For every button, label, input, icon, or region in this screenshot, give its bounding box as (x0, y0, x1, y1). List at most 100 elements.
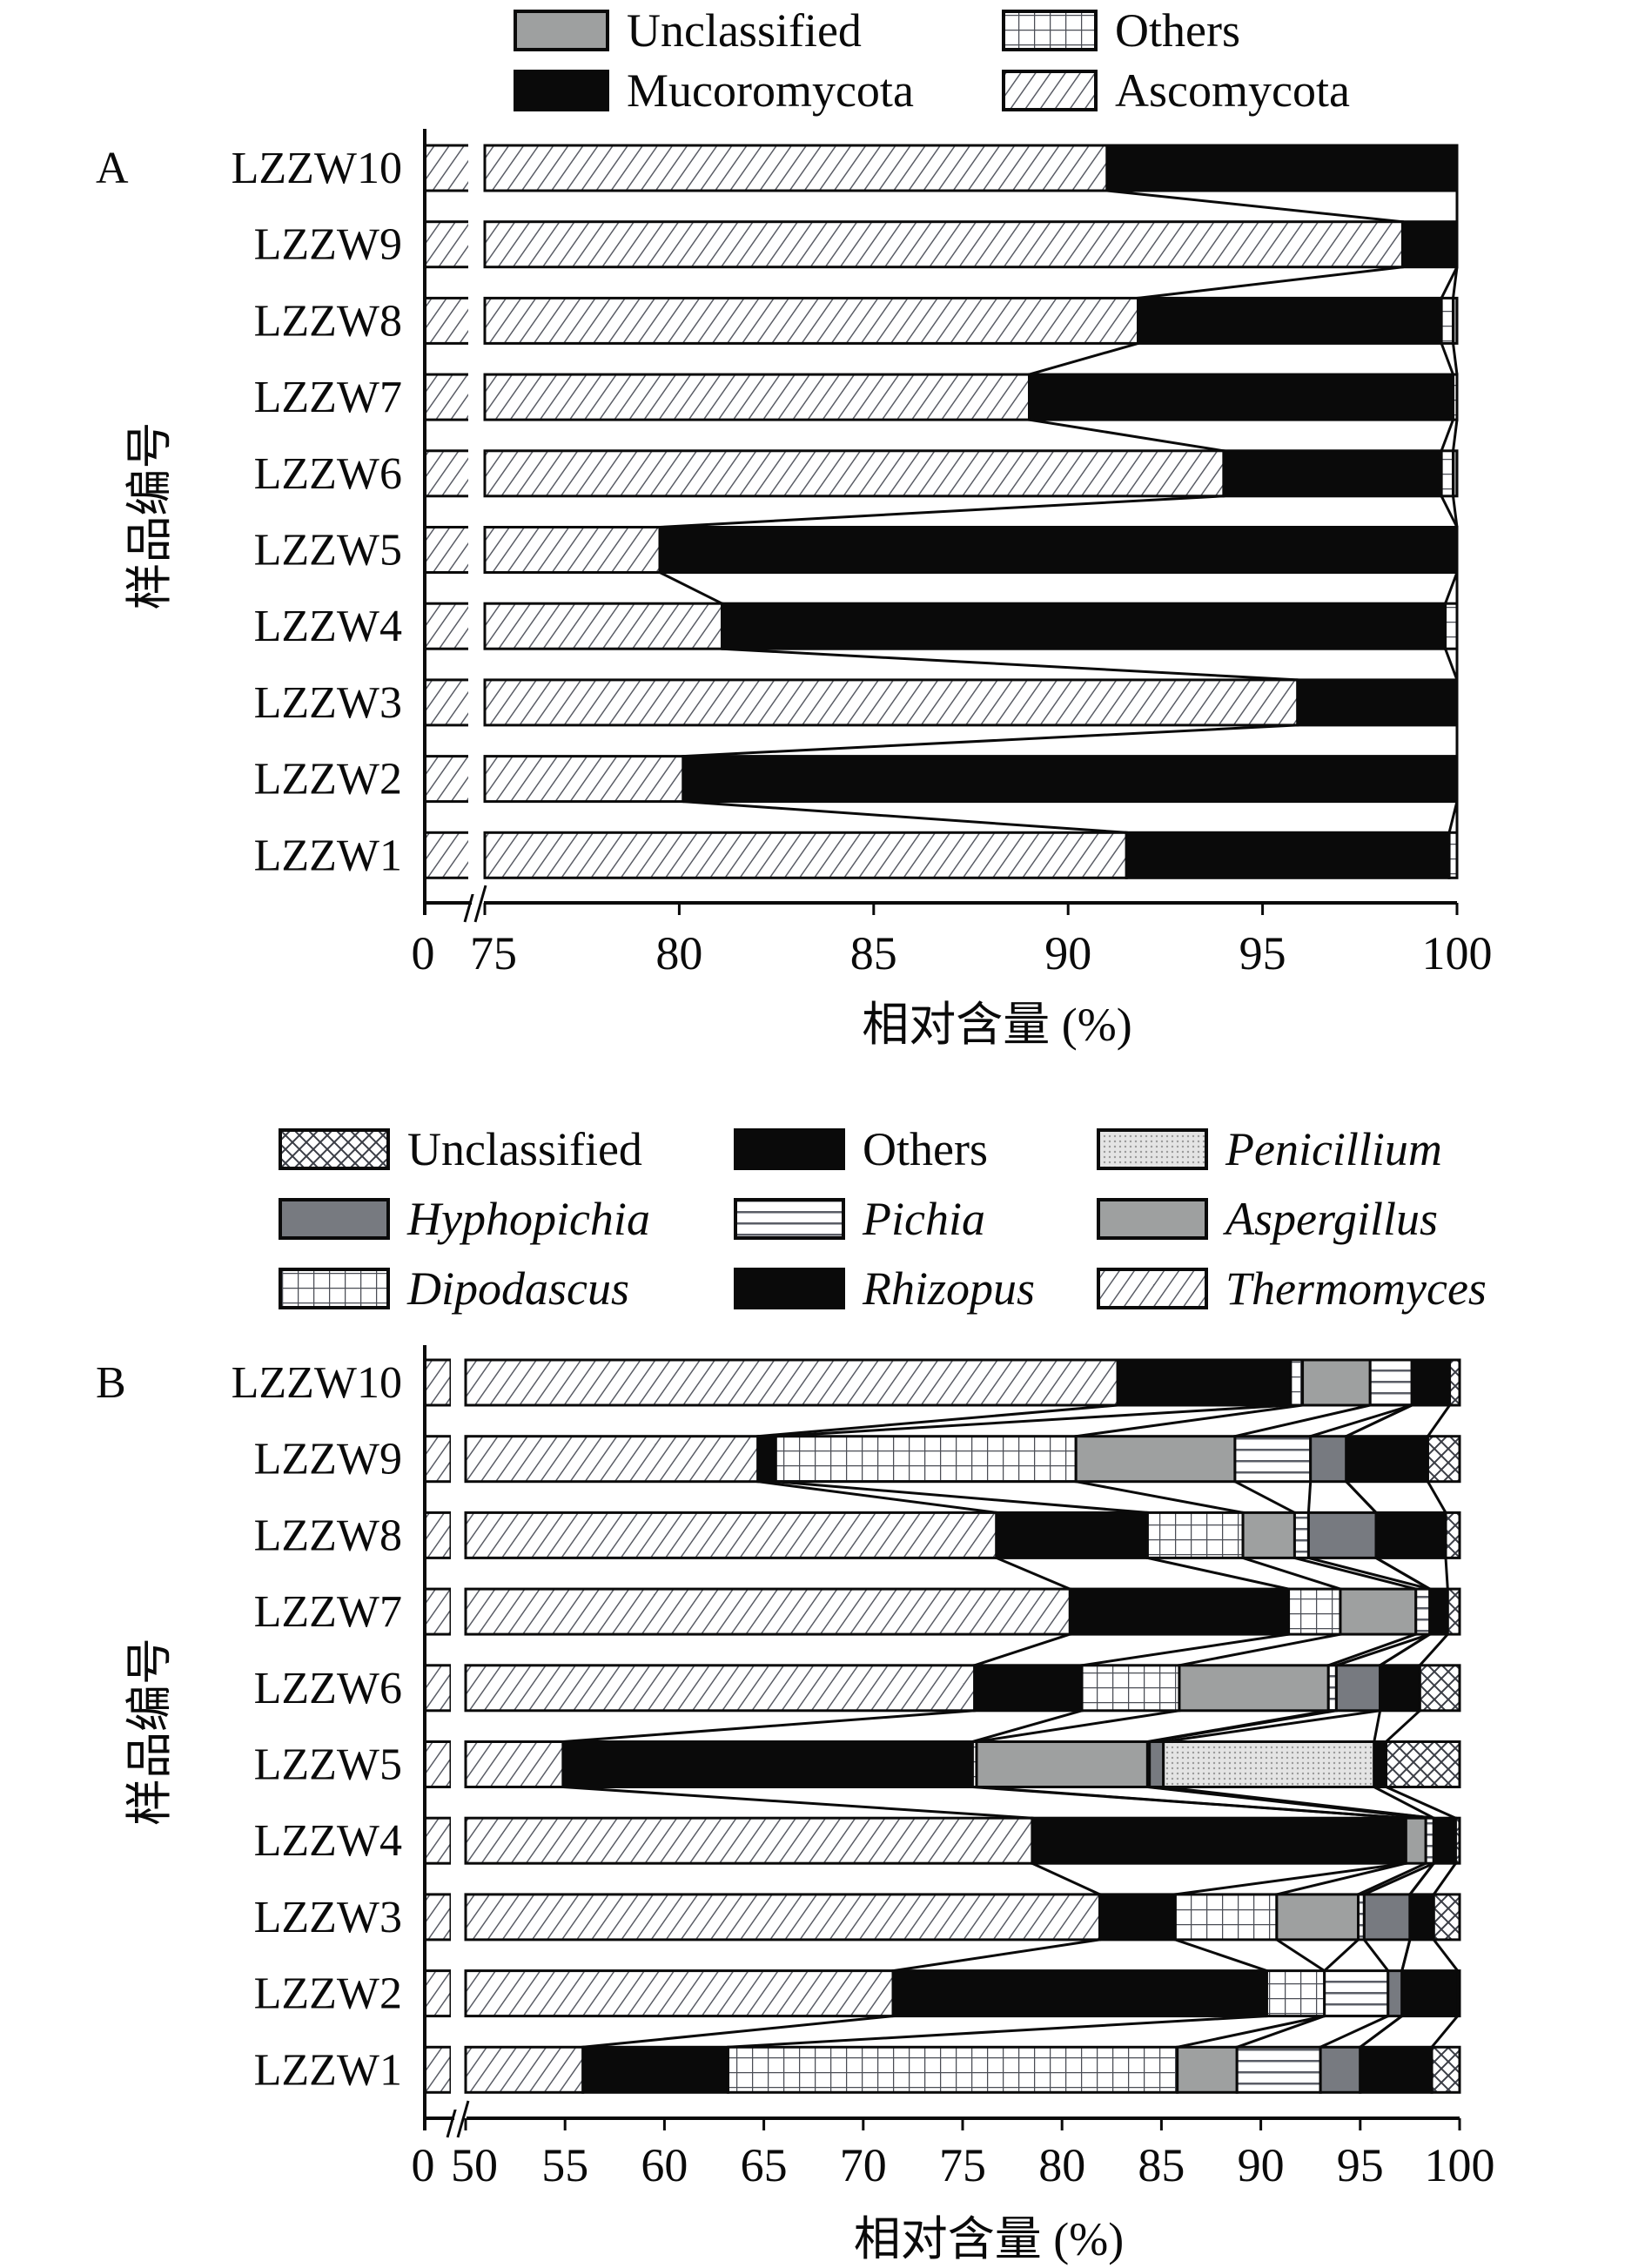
bar-segment-unclassified (1446, 1587, 1461, 1636)
bar-segment-unclassified (1430, 2045, 1461, 2094)
connector-line (1276, 1861, 1407, 1896)
bar-lzzw10 (423, 144, 1459, 192)
x-tick-label: 100 (1425, 2139, 1495, 2191)
x-tick-label: 0 (412, 2139, 435, 2191)
connector-line (682, 800, 1127, 834)
x-tick-label: 90 (1238, 2139, 1285, 2191)
connector-line (1276, 1938, 1326, 1972)
connector-line (1444, 1558, 1449, 1590)
connector-line (1163, 1709, 1380, 1743)
legend-item-unclassified: Unclassified (279, 1123, 642, 1175)
bar-segment-ascomycota (483, 373, 1031, 421)
connector-line (974, 1632, 1071, 1667)
legend-swatch-penicillium (1097, 1128, 1208, 1170)
connector-line (682, 723, 1298, 758)
bar-lzzw10 (423, 1358, 1461, 1407)
connector-line (562, 1786, 1033, 1820)
bar-segment-others (1440, 449, 1455, 498)
legend-swatch-dipodascus (279, 1268, 390, 1309)
bar-segment-aspergillus (1074, 1435, 1237, 1484)
legend-swatch-others (1002, 10, 1098, 51)
bar-segment-dipodascus (1289, 1358, 1305, 1407)
connector-line (1310, 1403, 1413, 1438)
legend-item-unclassified: Unclassified (514, 4, 862, 57)
bar-stub-lzzw3 (423, 678, 472, 727)
connector-line (1294, 1556, 1417, 1591)
bar-segment-unclassified (1432, 1893, 1461, 1942)
category-label-lzzw4: LZZW4 (254, 602, 402, 651)
connector-line (1029, 418, 1225, 453)
bar-segment-ascomycota (483, 602, 724, 650)
connector-line (1430, 2015, 1459, 2049)
bar-segment-ascomycota (483, 526, 661, 574)
bar-segment-aspergillus (1339, 1587, 1418, 1636)
panel-b: Unclassified Others Penicillium Hyphopichia… (96, 1123, 1495, 2265)
legend-label-ascomycota: Ascomycota (1115, 64, 1350, 117)
legend-item-dipodascus: Dipodascus (279, 1262, 629, 1315)
connector-line (1373, 1786, 1435, 1820)
bar-segment-aspergillus (1178, 1664, 1330, 1713)
bar-lzzw9 (423, 1435, 1461, 1484)
connector-line (1306, 1481, 1313, 1513)
bar-segment-aspergillus (1176, 2045, 1239, 2094)
connector-line (1081, 1632, 1289, 1667)
legend-label-unclassified: Unclassified (407, 1123, 642, 1175)
bar-stub-lzzw6 (423, 449, 472, 498)
bar-segment-mucoromycota (1028, 373, 1455, 421)
connector-line (1031, 1861, 1101, 1896)
category-label-lzzw2: LZZW2 (254, 1969, 402, 2019)
legend-swatch-others (734, 1128, 845, 1170)
panel-a: Unclassified Others Mucoromycota Ascomycota… (96, 4, 1493, 1051)
bar-segment-others (1452, 373, 1459, 421)
connector-line (722, 647, 1298, 682)
connector-line (1363, 1861, 1434, 1896)
connector-line (1408, 1862, 1435, 1895)
bar-segment-thermomyces (464, 1740, 565, 1788)
connector-line (1163, 1786, 1434, 1820)
bar-segment-ascomycota (483, 678, 1299, 727)
connector-line (1400, 1939, 1412, 1971)
category-label-lzzw8: LZZW8 (254, 1511, 402, 1560)
connector-line (582, 2015, 894, 2049)
legend-item-rhizopus: Rhizopus (734, 1262, 1035, 1315)
legend-item-pichia: Pichia (734, 1193, 985, 1245)
legend-label-others: Others (863, 1123, 988, 1175)
legend-item-ascomycota: Ascomycota (1002, 64, 1350, 117)
connector-line (1363, 1938, 1389, 1972)
bar-segment-hyphopichia (1148, 1740, 1165, 1788)
bar-segment-unclassified (1444, 1511, 1461, 1559)
legend-label-mucoromycota: Mucoromycota (627, 64, 914, 117)
bar-segment-unclassified (1456, 1969, 1461, 2018)
bar-segment-mucoromycota (1137, 296, 1443, 345)
legend-swatch-aspergillus (1097, 1198, 1208, 1240)
bar-segment-hyphopichia (1306, 1511, 1378, 1559)
bar-segment-mucoromycota (682, 755, 1459, 804)
bar-segment-mucoromycota (1105, 144, 1459, 192)
bar-segment-ascomycota (483, 220, 1404, 269)
x-tick-label: 85 (850, 927, 897, 979)
legend-item-others: Others (1002, 4, 1240, 57)
connector-line (1385, 1786, 1457, 1820)
connector-line (728, 2015, 1267, 2049)
bar-stub-lzzw8 (423, 1511, 453, 1559)
connector-line (1379, 1632, 1431, 1667)
x-tick-label: 65 (741, 2139, 788, 2191)
connector-line (1236, 2015, 1326, 2049)
x-tick-label: 75 (939, 2139, 986, 2191)
panel-letter: B (96, 1358, 126, 1408)
bar-segment-mucoromycota (1296, 678, 1459, 727)
bar-segment-others (1359, 2045, 1434, 2094)
x-tick-label: 0 (412, 927, 435, 979)
legend-swatch-unclassified (514, 10, 609, 51)
x-axis-title: 相对含量 (%) (854, 2213, 1124, 2265)
category-label-lzzw4: LZZW4 (254, 1816, 402, 1866)
connector-line (892, 1938, 1100, 1973)
connector-line (1440, 419, 1454, 452)
bar-segment-unclassified (1384, 1740, 1461, 1788)
bar-segment-pichia (1323, 1969, 1390, 2018)
bar-stub-lzzw10 (423, 144, 472, 192)
bar-stub-lzzw1 (423, 2045, 453, 2094)
category-label-lzzw9: LZZW9 (254, 1435, 402, 1484)
connector-line (1327, 1632, 1417, 1667)
bar-lzzw3 (423, 1893, 1461, 1942)
